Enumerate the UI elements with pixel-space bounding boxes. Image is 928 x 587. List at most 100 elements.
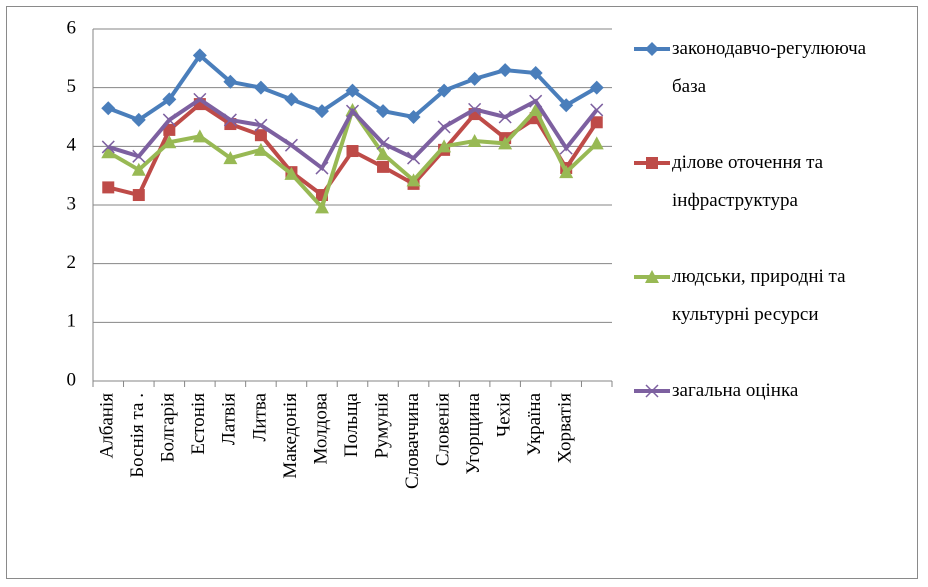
marker (529, 94, 543, 108)
marker (101, 140, 115, 154)
marker (376, 146, 391, 160)
marker (192, 129, 207, 143)
marker (223, 151, 238, 165)
marker (315, 161, 329, 175)
marker (132, 189, 145, 202)
x-tick-label: Угорщина (463, 392, 484, 474)
chart-frame (6, 6, 918, 579)
marker (377, 160, 390, 173)
marker (223, 113, 237, 127)
marker (192, 48, 207, 63)
marker (498, 110, 512, 124)
marker (498, 136, 513, 150)
x-tick-label: Польща (341, 392, 362, 457)
marker (284, 138, 298, 152)
marker (589, 136, 604, 150)
marker (590, 116, 603, 129)
marker (254, 129, 267, 142)
marker (528, 102, 543, 116)
marker (131, 112, 146, 127)
y-tick-label: 2 (67, 252, 77, 273)
legend-symbol (634, 42, 670, 56)
marker (162, 92, 177, 107)
legend-label: загальна оцінка (672, 380, 799, 401)
marker (407, 151, 421, 165)
y-tick-label: 4 (67, 135, 77, 156)
marker (253, 80, 268, 95)
marker (645, 42, 659, 56)
marker (314, 200, 329, 214)
x-tick-label: Болгарія (158, 393, 179, 463)
marker (376, 104, 391, 119)
marker (437, 83, 452, 98)
marker (314, 104, 329, 119)
marker (498, 63, 513, 78)
marker (467, 134, 482, 148)
x-tick-label: Словенія (432, 393, 453, 466)
marker (645, 270, 659, 283)
marker (162, 135, 177, 149)
legend-entry: законодавчо-регулююча база (632, 30, 902, 106)
x-tick-label: Україна (524, 392, 545, 455)
y-tick-label: 3 (67, 193, 77, 214)
x-tick-label: Македонія (280, 393, 301, 479)
marker (376, 136, 390, 150)
marker (437, 120, 451, 134)
marker (345, 83, 360, 98)
legend-label: людськи, природні та культурні ресурси (672, 266, 846, 325)
legend-label: законодавчо-регулююча база (672, 38, 867, 97)
series-line (107, 105, 599, 212)
x-tick-label: Албанія (97, 393, 118, 459)
y-tick-label: 6 (67, 17, 77, 38)
marker (406, 173, 421, 187)
legend-entry: загальна оцінка (632, 372, 902, 410)
marker (284, 166, 299, 180)
marker (590, 103, 604, 117)
x-tick-label: Румунія (371, 393, 392, 459)
marker (468, 102, 482, 116)
marker (193, 92, 207, 106)
marker (346, 145, 359, 158)
marker (253, 142, 268, 156)
marker (132, 149, 146, 163)
x-tick-label: Боснія та . (127, 393, 148, 478)
x-tick-label: Чехія (494, 393, 515, 437)
x-tick-label: Естонія (188, 393, 209, 455)
marker (467, 71, 482, 86)
marker (102, 181, 115, 194)
series-line (107, 96, 599, 172)
marker (559, 165, 574, 179)
y-tick-label: 5 (67, 76, 77, 97)
marker (162, 113, 176, 127)
marker (163, 123, 176, 136)
marker (131, 162, 146, 176)
legend-entry: людськи, природні та культурні ресурси (632, 258, 902, 334)
x-tick-label: Хорватія (555, 393, 576, 464)
legend-symbol (634, 384, 670, 398)
marker (101, 145, 116, 159)
marker (528, 66, 543, 80)
legend-symbol (634, 270, 670, 283)
legend-symbol (634, 157, 670, 169)
x-tick-label: Латвія (219, 393, 240, 445)
marker (101, 101, 116, 116)
marker (559, 98, 574, 113)
marker (589, 80, 604, 95)
marker (559, 141, 573, 155)
marker (345, 104, 360, 118)
marker (437, 139, 452, 153)
legend-label: ділове оточення та інфраструктура (672, 152, 824, 211)
x-tick-label: Литва (249, 392, 270, 441)
y-tick-label: 1 (67, 311, 77, 332)
marker (284, 92, 299, 107)
x-tick-label: Словаччина (402, 392, 423, 488)
y-tick-label: 0 (67, 369, 77, 390)
marker (254, 118, 268, 132)
marker (645, 384, 659, 398)
x-tick-label: Молдова (310, 392, 331, 464)
marker (646, 157, 658, 169)
marker (223, 74, 238, 89)
legend-entry: ділове оточення та інфраструктура (632, 144, 902, 220)
